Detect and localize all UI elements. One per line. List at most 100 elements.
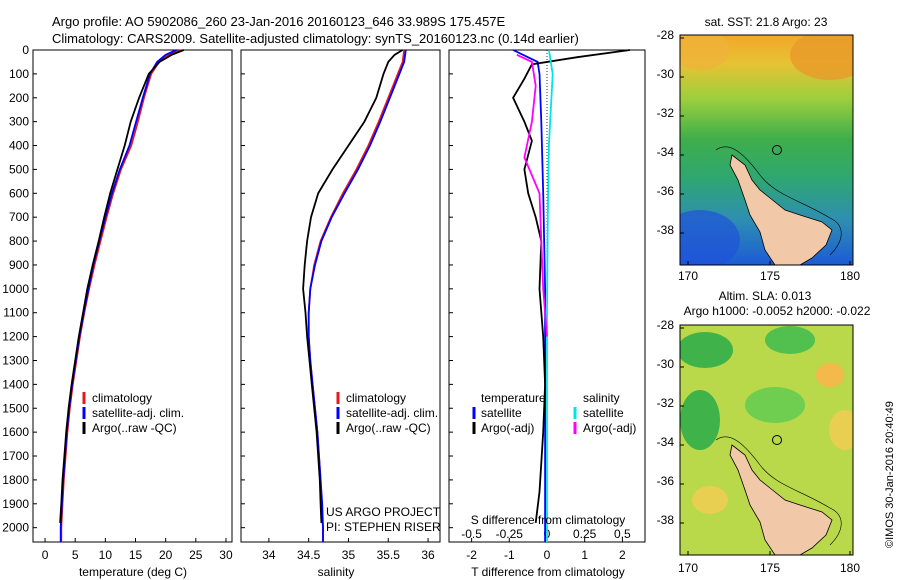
map-lat-label: -36 xyxy=(657,474,675,488)
salinity-legend: climatology satellite-adj. clim. Argo(..… xyxy=(326,391,441,534)
legend-temp-argo-label: Argo(-adj) xyxy=(481,421,534,435)
depth-tick-label: 1400 xyxy=(2,377,29,391)
sla-map-frame xyxy=(679,324,854,556)
map-lon-label: 180 xyxy=(840,561,860,575)
x-tick-label: 34.5 xyxy=(297,548,321,562)
sst-map-title: sat. SST: 21.8 Argo: 23 xyxy=(705,15,828,29)
difference-plot: -2 -1 0 1 2-0.5 -0.25 0 0.25 0.5 xyxy=(461,49,631,562)
figure-title-line2: Climatology: CARS2009. Satellite-adjuste… xyxy=(52,31,579,46)
depth-tick-label: 2000 xyxy=(2,521,29,535)
depth-tick-label: 1500 xyxy=(2,401,29,415)
series-argo-raw-qc xyxy=(59,49,185,523)
s-tick-label: 0.25 xyxy=(573,527,597,541)
temperature-legend: climatology satellite-adj. clim. Argo(..… xyxy=(82,391,184,435)
sla-high-patch xyxy=(829,410,853,450)
depth-tick-label: 0 xyxy=(22,43,29,57)
sla-low-patch xyxy=(765,326,815,354)
coastline-contour xyxy=(715,436,842,546)
x-tick-label: 35.5 xyxy=(377,548,401,562)
map-lat-label: -38 xyxy=(657,513,675,527)
sla-low-patch xyxy=(680,390,720,450)
depth-tick-label: 1800 xyxy=(2,473,29,487)
depth-tick-label: 400 xyxy=(9,139,29,153)
depth-tick-label: 1200 xyxy=(2,330,29,344)
x-tick-label: -2 xyxy=(466,548,477,562)
sst-warm-patch xyxy=(680,35,730,70)
map-lat-label: -30 xyxy=(657,67,675,81)
imos-credit: ©IMOS 30-Jan-2016 20:40:49 xyxy=(884,401,896,548)
x-tick-label: 20 xyxy=(159,548,173,562)
legend-sal-argo-label: Argo(-adj) xyxy=(583,421,636,435)
x-tick-label: -1 xyxy=(504,548,515,562)
x-tick-label: 0 xyxy=(544,548,551,562)
depth-tick-label: 1700 xyxy=(2,449,29,463)
x-tick-label: 2 xyxy=(619,548,626,562)
float-position-marker xyxy=(772,145,782,155)
s-tick-label: 0.5 xyxy=(614,527,631,541)
temperature-axis-label: temperature (deg C) xyxy=(79,565,187,579)
x-tick-label: 36 xyxy=(421,548,435,562)
series-salinity-satellite xyxy=(546,49,554,542)
legend-salinity-title: salinity xyxy=(583,391,620,405)
figure-title-line1: Argo profile: AO 5902086_260 23-Jan-2016… xyxy=(52,14,506,29)
map-lon-label: 175 xyxy=(760,561,780,575)
depth-tick-label: 800 xyxy=(9,234,29,248)
depth-tick-label: 200 xyxy=(9,91,29,105)
temperature-plot: 0 5 10 15 20 25 30 xyxy=(42,49,233,562)
map-lat-label: -34 xyxy=(657,145,675,159)
x-tick-label: 1 xyxy=(581,548,588,562)
depth-tick-label: 700 xyxy=(9,210,29,224)
project-annotation-line2: PI: STEPHEN RISER xyxy=(326,520,441,534)
depth-tick-label: 900 xyxy=(9,258,29,272)
legend-argo-label: Argo(..raw -QC) xyxy=(346,421,431,435)
sla-low-patch xyxy=(745,387,805,423)
t-difference-axis-label: T difference from climatology xyxy=(471,565,625,579)
sla-high-patch xyxy=(816,363,844,387)
sst-cool-patch xyxy=(680,210,740,265)
x-tick-label: 5 xyxy=(72,548,79,562)
temperature-panel xyxy=(32,49,233,543)
salinity-axis-label: salinity xyxy=(318,565,355,579)
map-lon-label: 180 xyxy=(840,269,860,283)
series-satellite-adj-clim xyxy=(59,49,177,542)
map-lat-label: -28 xyxy=(657,318,675,332)
depth-tick-label: 1600 xyxy=(2,425,29,439)
x-tick-label: 15 xyxy=(129,548,143,562)
map-lat-label: -32 xyxy=(657,106,675,120)
sla-low-patch xyxy=(680,332,733,368)
legend-satellite-label: satellite-adj. clim. xyxy=(346,406,438,420)
float-position-marker xyxy=(772,435,782,445)
salinity-panel xyxy=(240,49,441,543)
series-argo-raw-qc xyxy=(302,49,404,523)
legend-satellite-label: satellite-adj. clim. xyxy=(92,406,184,420)
map-lat-label: -30 xyxy=(657,357,675,371)
x-tick-label: 34 xyxy=(262,548,276,562)
coastline-contour xyxy=(715,146,842,256)
s-tick-label: -0.25 xyxy=(496,527,524,541)
legend-sal-satellite-label: satellite xyxy=(583,406,624,420)
map-lon-label: 170 xyxy=(678,269,698,283)
x-tick-label: 35 xyxy=(342,548,356,562)
new-zealand-land xyxy=(729,444,833,555)
series-temperature-argo-adj xyxy=(512,49,631,524)
s-difference-axis-label: S difference from climatology xyxy=(471,513,626,527)
difference-legend: temperature salinity satellite Argo(-adj… xyxy=(472,391,636,435)
series-climatology xyxy=(60,49,183,542)
map-lat-label: -34 xyxy=(657,435,675,449)
legend-temperature-title: temperature xyxy=(481,391,546,405)
series-salinity-argo-adj xyxy=(516,53,548,337)
map-lon-label: 170 xyxy=(678,561,698,575)
depth-tick-label: 500 xyxy=(9,162,29,176)
depth-tick-label: 1300 xyxy=(2,353,29,367)
map-lat-label: -36 xyxy=(657,184,675,198)
map-lat-label: -28 xyxy=(657,28,675,42)
series-satellite-adj-clim xyxy=(307,49,407,542)
sla-map-axes: -28 -30 -32 -34 -36 -38 170 175 180 xyxy=(657,318,861,575)
legend-temp-satellite-label: satellite xyxy=(481,406,522,420)
new-zealand-land xyxy=(729,154,833,265)
sla-map-subtitle: Argo h1000: -0.0052 h2000: -0.022 xyxy=(684,304,871,318)
x-tick-label: 0 xyxy=(42,548,49,562)
s-tick-label: -0.5 xyxy=(461,527,482,541)
x-tick-label: 25 xyxy=(189,548,203,562)
